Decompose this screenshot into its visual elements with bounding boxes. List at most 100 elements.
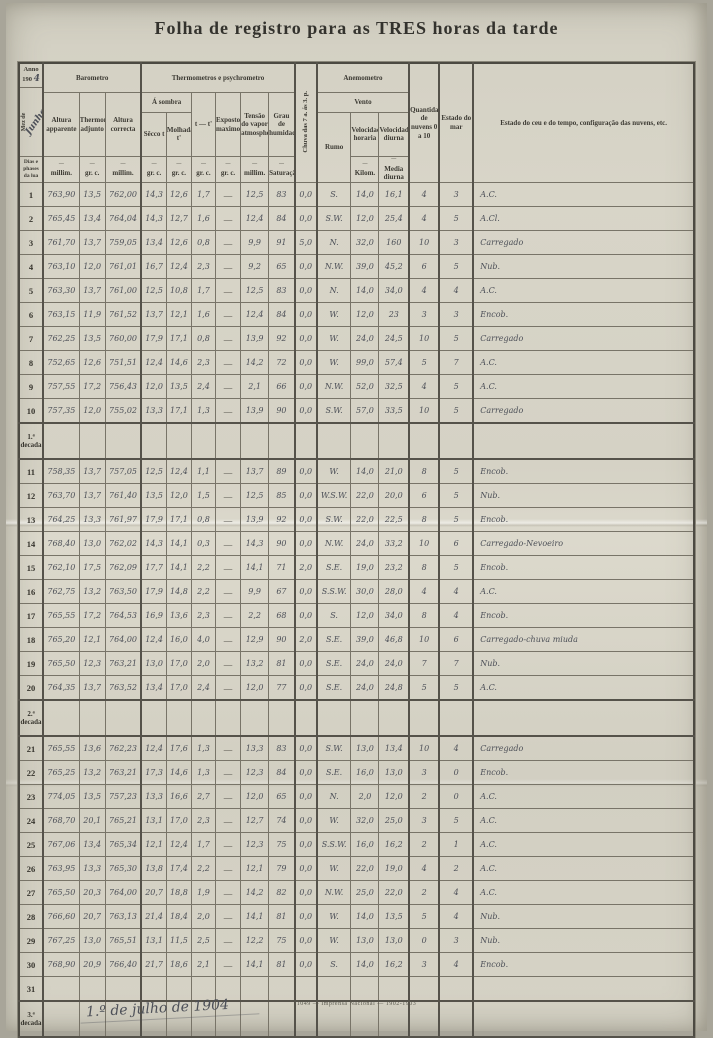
row-cell: 17,0 bbox=[165, 675, 192, 701]
row-cell: 13,9 bbox=[240, 398, 270, 424]
row-cell: 0,0 bbox=[294, 507, 318, 532]
row-cell bbox=[78, 699, 106, 737]
wet-bulb-header: Molhada t' bbox=[165, 111, 192, 158]
row-cell bbox=[378, 1000, 411, 1038]
row-cell: 13,5 bbox=[78, 326, 106, 351]
table-row: 30 768,90 20,9 766,40 21,7 18,6 2,1—14,1 81 0,0 S… bbox=[18, 952, 695, 977]
row-cell: 763,95 bbox=[42, 856, 80, 881]
row-cell: 2,4 bbox=[190, 374, 217, 399]
rain-column-header: Chuva das 7 a. ás 3. p. bbox=[294, 62, 318, 183]
row-cell: 13,7 bbox=[78, 278, 106, 303]
row-cell: 765,34 bbox=[104, 832, 143, 857]
row-cell: — bbox=[214, 254, 242, 279]
row-cell bbox=[408, 976, 441, 1002]
row-cell: 65 bbox=[268, 254, 296, 279]
row-cell: 763,15 bbox=[42, 302, 80, 327]
row-cell: 90 bbox=[268, 627, 296, 652]
row-cell: 0,0 bbox=[294, 374, 318, 399]
table-row: 11 758,35 13,7 757,05 12,5 12,4 1,1—13,7 89 0,0 W… bbox=[18, 458, 695, 484]
row-cell: S.W. bbox=[316, 735, 352, 761]
unit-label: gr. c. bbox=[190, 156, 217, 183]
row-cell: 766,60 bbox=[42, 904, 80, 929]
hourly-speed-header: Velocidade horaria bbox=[350, 111, 380, 158]
day-number: 21 bbox=[18, 735, 45, 761]
row-cell: 12,1 bbox=[165, 302, 192, 327]
row-cell: 12,1 bbox=[140, 832, 167, 857]
row-cell: 13,0 bbox=[78, 531, 106, 556]
day-number: 5 bbox=[18, 278, 45, 303]
row-cell: 8 bbox=[408, 507, 441, 532]
row-cell: 77 bbox=[268, 675, 296, 701]
row-cell: 1,9 bbox=[190, 880, 217, 905]
row-cell bbox=[104, 422, 143, 460]
row-cell: 34,0 bbox=[378, 603, 411, 628]
row-cell: 4 bbox=[438, 880, 475, 905]
row-cell: 13,3 bbox=[78, 856, 106, 881]
row-cell: 764,53 bbox=[104, 603, 143, 628]
row-cell: N.W. bbox=[316, 254, 352, 279]
row-cell: 14,3 bbox=[140, 206, 167, 231]
row-cell: 1,1 bbox=[190, 458, 217, 484]
row-cell bbox=[140, 1000, 167, 1038]
row-cell: — bbox=[214, 675, 242, 701]
row-cell: 2,1 bbox=[190, 952, 217, 977]
row-cell: 9,2 bbox=[240, 254, 270, 279]
row-cell: — bbox=[214, 458, 242, 484]
row-cell bbox=[408, 422, 441, 460]
row-cell: N.W. bbox=[316, 374, 352, 399]
row-cell: Encob. bbox=[472, 302, 695, 327]
row-cell: 13,5 bbox=[78, 182, 106, 207]
row-cell: 765,30 bbox=[104, 856, 143, 881]
row-cell: — bbox=[214, 374, 242, 399]
row-cell bbox=[165, 699, 192, 737]
row-cell: 20,1 bbox=[78, 808, 106, 833]
row-cell: 13,6 bbox=[165, 603, 192, 628]
row-cell bbox=[214, 699, 242, 737]
row-cell: 1,3 bbox=[190, 398, 217, 424]
row-cell: 14,3 bbox=[140, 531, 167, 556]
row-cell: 12,4 bbox=[165, 458, 192, 484]
row-cell: 13,3 bbox=[140, 398, 167, 424]
row-cell: S.E. bbox=[316, 651, 352, 676]
row-cell: 760,00 bbox=[104, 326, 143, 351]
row-cell: 24,5 bbox=[378, 326, 411, 351]
row-cell: 12,4 bbox=[140, 735, 167, 761]
row-cell bbox=[240, 1000, 270, 1038]
row-cell: 14,1 bbox=[240, 904, 270, 929]
year-header: Anno 190 4 bbox=[20, 64, 42, 89]
day-number: 10 bbox=[18, 398, 45, 424]
table-row: 27 765,50 20,3 764,00 20,7 18,8 1,9—14,2 82 0,0 N… bbox=[18, 880, 695, 905]
row-cell: 2 bbox=[408, 880, 441, 905]
row-cell: 751,51 bbox=[104, 350, 143, 375]
row-cell: 5 bbox=[438, 507, 475, 532]
day-number: 2 bbox=[18, 206, 45, 231]
row-cell: 17,9 bbox=[140, 326, 167, 351]
row-cell: 762,10 bbox=[42, 555, 80, 580]
row-cell: 12,7 bbox=[240, 808, 270, 833]
row-cell: 0,0 bbox=[294, 350, 318, 375]
row-cell: 17,1 bbox=[165, 507, 192, 532]
row-cell: 2,4 bbox=[190, 675, 217, 701]
row-cell bbox=[350, 1000, 380, 1038]
row-cell: 21,0 bbox=[378, 458, 411, 484]
row-cell: 14,2 bbox=[240, 880, 270, 905]
row-cell: 762,75 bbox=[42, 579, 80, 604]
row-cell: 14,1 bbox=[240, 555, 270, 580]
row-cell: Nub. bbox=[472, 651, 695, 676]
row-cell bbox=[140, 699, 167, 737]
row-cell: 16,2 bbox=[378, 832, 411, 857]
table-row: 31 bbox=[18, 976, 695, 1002]
row-cell: 13,3 bbox=[140, 784, 167, 809]
row-cell: — bbox=[214, 952, 242, 977]
row-cell: 2,3 bbox=[190, 350, 217, 375]
row-cell: Encob. bbox=[472, 555, 695, 580]
row-cell bbox=[350, 422, 380, 460]
row-cell: 92 bbox=[268, 326, 296, 351]
row-cell: 13,0 bbox=[350, 735, 380, 761]
row-cell bbox=[104, 699, 143, 737]
row-cell: 32,0 bbox=[350, 808, 380, 833]
row-cell: 4 bbox=[438, 579, 475, 604]
row-cell: 8 bbox=[408, 555, 441, 580]
table-row: 28 766,60 20,7 763,13 21,4 18,4 2,0—14,1 81 0,0 W… bbox=[18, 904, 695, 929]
row-cell: 761,97 bbox=[104, 507, 143, 532]
